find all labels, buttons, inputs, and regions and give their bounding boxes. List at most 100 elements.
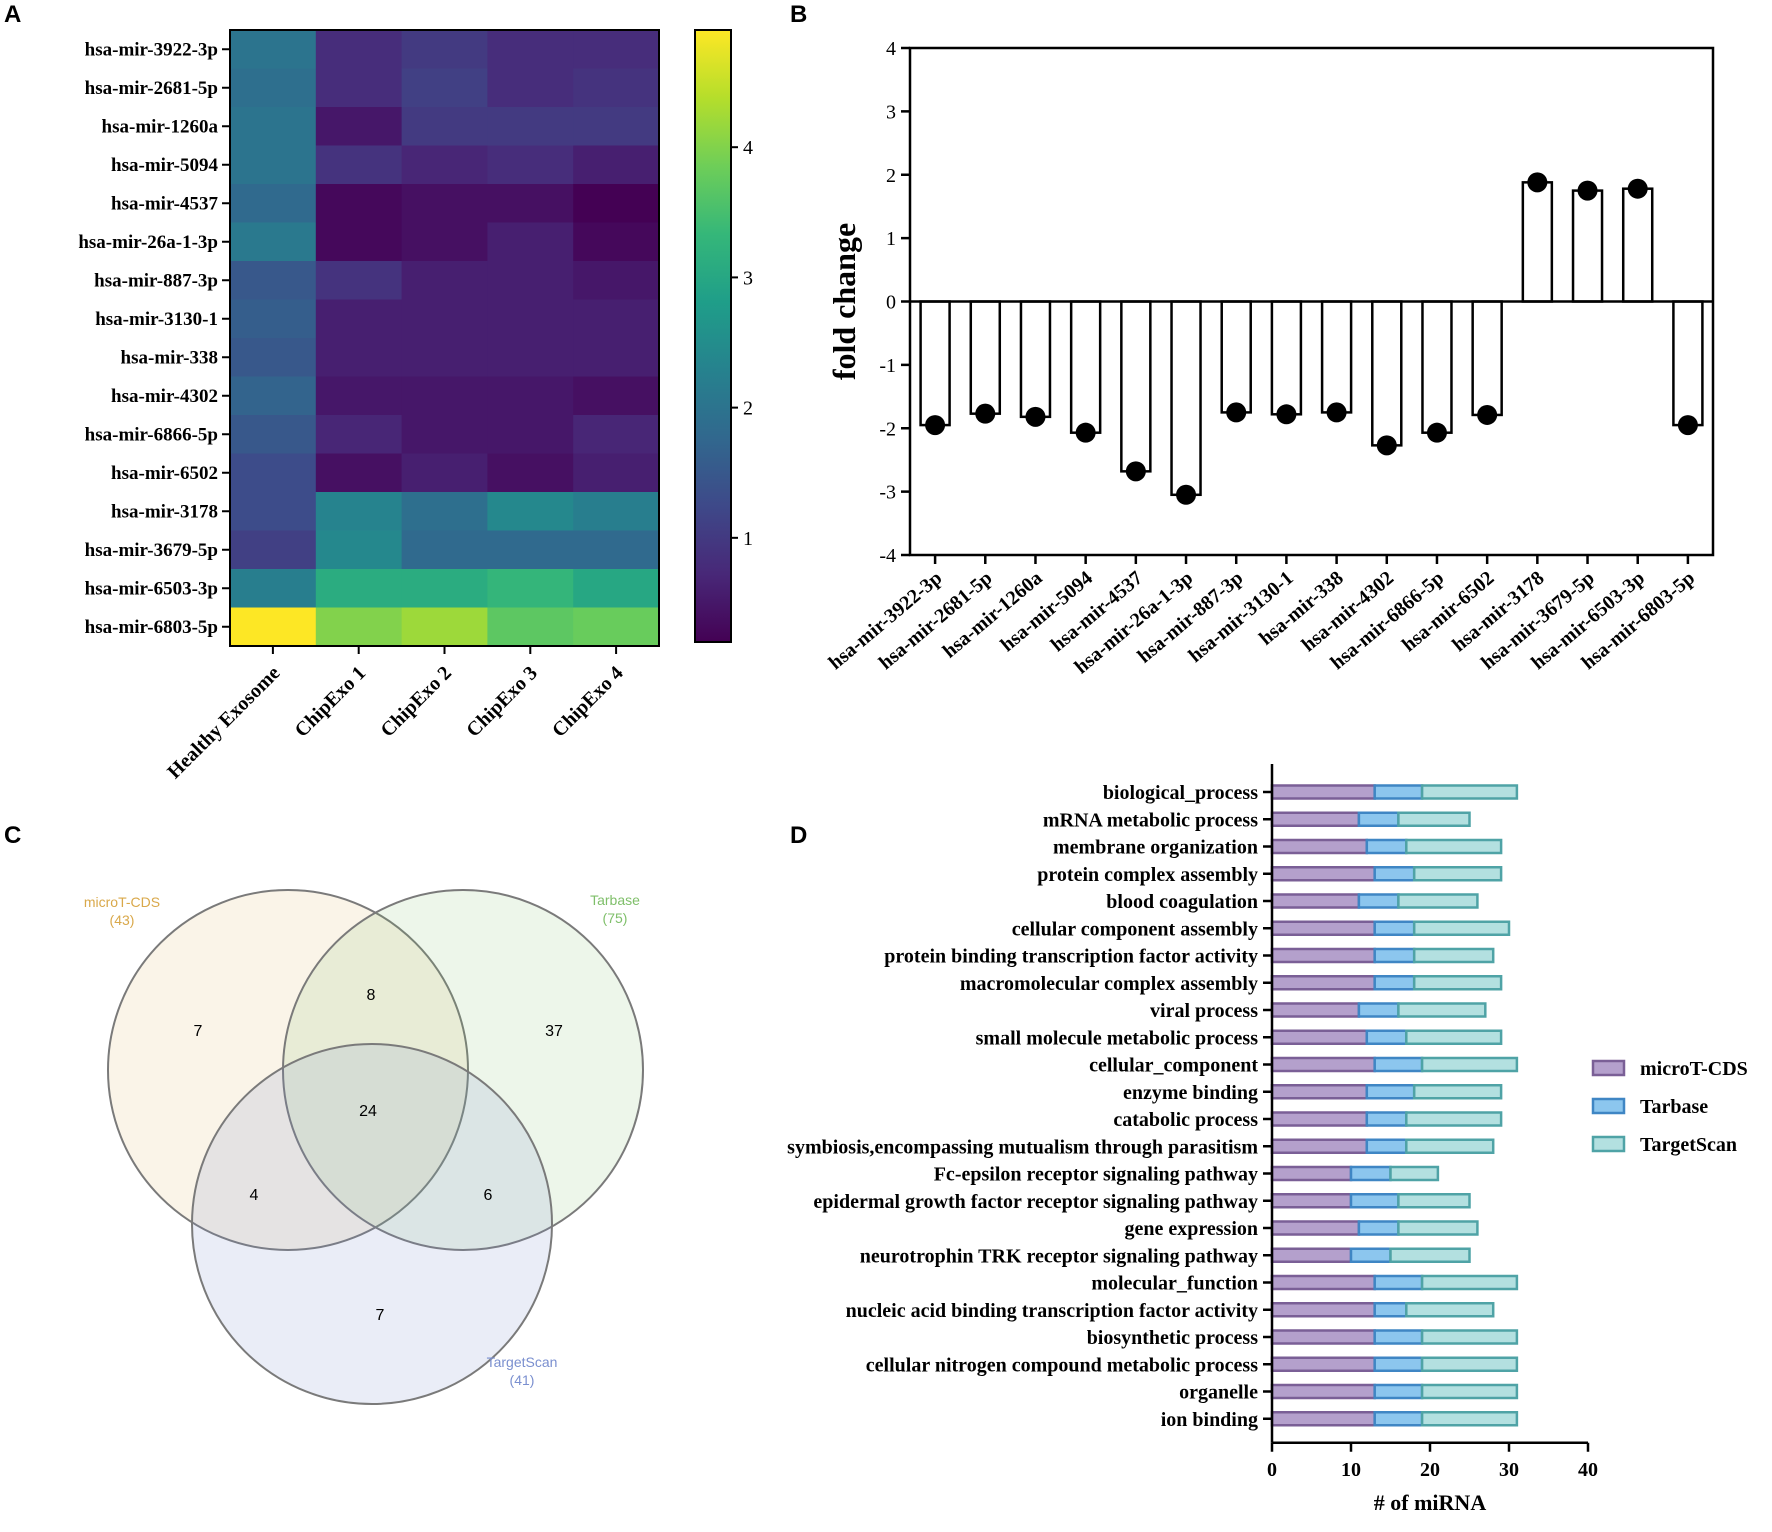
heatmap-cell-hsa-mir-3178-chipexo-4 (573, 492, 660, 532)
go-term-label: macromolecular complex assembly (960, 973, 1258, 995)
heatmap-cell-hsa-mir-4302-chipexo-1 (315, 376, 403, 416)
heatmap-cell-hsa-mir-338-chipexo-4 (573, 338, 660, 378)
heatmap-row-label: hsa-mir-1260a (102, 116, 219, 137)
fold-change-y-tick-label: -1 (879, 355, 896, 377)
go-bar-microt-cds-ion-binding (1270, 1411, 1376, 1427)
fold-change-bar-hsa-mir-6803-5p (1672, 300, 1704, 427)
go-bar-microt-cds-biosynthetic-process (1270, 1329, 1376, 1345)
go-bar-tarbase-protein-complex-assembly (1373, 866, 1416, 882)
fold-change-point-hsa-mir-3178 (1527, 172, 1548, 193)
heatmap-cell-hsa-mir-6502-chipexo-2 (401, 453, 488, 493)
go-bar-targetscan-epidermal-growth-factor-receptor-signaling-pathway (1397, 1193, 1471, 1209)
heatmap-cell-hsa-mir-26a-1-3p-chipexo-1 (315, 222, 403, 262)
go-bar-targetscan-molecular-function (1420, 1274, 1519, 1291)
go-term-label: enzyme binding (1123, 1082, 1258, 1104)
heatmap-cell-hsa-mir-1260a-chipexo-1 (315, 107, 403, 147)
heatmap-cell-hsa-mir-3922-3p-chipexo-4 (573, 30, 660, 70)
heatmap-cell-hsa-mir-6803-5p-chipexo-3 (487, 607, 574, 647)
go-bar-microt-cds-neurotrophin-trk-receptor-signaling-pathway (1270, 1247, 1353, 1263)
panel-label-a: A (4, 1, 21, 28)
panel-label-d: D (790, 822, 807, 849)
venn-count-tarbase-only: 37 (545, 1023, 563, 1040)
venn-count-tarbase-targetscan: 6 (484, 1187, 493, 1204)
go-bar-microt-cds-cellular-component (1270, 1056, 1376, 1073)
heatmap-row-label: hsa-mir-887-3p (94, 270, 218, 291)
go-term-label: biosynthetic process (1087, 1327, 1259, 1349)
go-term-label: biological_process (1103, 782, 1258, 804)
venn-count-micro-targetscan: 4 (250, 1187, 259, 1204)
heatmap-cell-hsa-mir-338-chipexo-2 (401, 338, 488, 378)
go-x-axis-label: # of miRNA (1374, 1490, 1487, 1515)
go-bar-microt-cds-cellular-nitrogen-compound-metabolic-process (1270, 1356, 1376, 1372)
heatmap-row-label: hsa-mir-3922-3p (85, 39, 218, 60)
go-bar-targetscan-mrna-metabolic-process (1397, 811, 1471, 827)
heatmap-cell-hsa-mir-26a-1-3p-chipexo-2 (401, 222, 488, 262)
heatmap-cell-hsa-mir-1260a-chipexo-2 (401, 107, 488, 147)
heatmap-col-label: ChipExo 2 (376, 662, 456, 742)
fold-change-bar-hsa-mir-3178 (1521, 181, 1554, 303)
fold-change-bar-hsa-mir-5094 (1069, 300, 1102, 434)
go-bar-tarbase-biological-process (1373, 784, 1424, 800)
fold-change-point-hsa-mir-6866-5p (1426, 422, 1447, 443)
heatmap-cell-hsa-mir-2681-5p-chipexo-1 (315, 68, 403, 108)
go-x-tick-label: 10 (1341, 1459, 1361, 1481)
go-bar-tarbase-blood-coagulation (1357, 893, 1400, 909)
heatmap-cell-hsa-mir-6803-5p-healthy-exosome (230, 607, 317, 647)
heatmap-cell-hsa-mir-6866-5p-chipexo-1 (315, 415, 403, 455)
fold-change-y-tick-label: -4 (879, 545, 896, 567)
heatmap-chart: hsa-mir-3922-3p hsa-mir-2681-5p hsa-mir-12… (78, 29, 753, 783)
go-bar-tarbase-mrna-metabolic-process (1357, 811, 1400, 827)
heatmap-cell-hsa-mir-2681-5p-chipexo-3 (487, 68, 574, 108)
fold-change-y-tick-label: 4 (886, 38, 896, 60)
heatmap-cell-hsa-mir-887-3p-chipexo-2 (401, 261, 488, 301)
heatmap-cell-hsa-mir-3679-5p-chipexo-2 (401, 530, 488, 570)
go-bar-tarbase-epidermal-growth-factor-receptor-signaling-pathway (1349, 1193, 1400, 1209)
venn-circle-targetscan (191, 1043, 553, 1405)
heatmap-cell-hsa-mir-887-3p-chipexo-1 (315, 261, 403, 301)
heatmap-cell-hsa-mir-1260a-chipexo-3 (487, 107, 574, 147)
heatmap-cell-hsa-mir-3679-5p-healthy-exosome (230, 530, 317, 570)
heatmap-cell-hsa-mir-5094-chipexo-1 (315, 145, 403, 185)
fold-change-point-hsa-mir-1260a (1025, 406, 1046, 427)
go-legend-swatch-microt-cds (1591, 1059, 1626, 1077)
heatmap-cell-hsa-mir-3178-chipexo-2 (401, 492, 488, 532)
heatmap-cell-hsa-mir-4302-chipexo-2 (401, 376, 488, 416)
fold-change-bar-hsa-mir-6503-3p (1621, 187, 1654, 303)
heatmap-row-label: hsa-mir-6502 (111, 463, 218, 484)
go-bar-microt-cds-symbiosis-encompassing-mutualism-through-parasitism (1270, 1138, 1369, 1154)
colorbar-tick-label: 4 (743, 137, 753, 159)
heatmap-cell-hsa-mir-4537-healthy-exosome (230, 184, 317, 224)
go-term-label: gene expression (1124, 1218, 1258, 1240)
go-bar-targetscan-neurotrophin-trk-receptor-signaling-pathway (1389, 1247, 1471, 1263)
heatmap-cell-hsa-mir-26a-1-3p-healthy-exosome (230, 222, 317, 262)
heatmap-cell-hsa-mir-3679-5p-chipexo-1 (315, 530, 403, 570)
go-legend-label-tarbase: Tarbase (1640, 1096, 1708, 1118)
go-bar-targetscan-membrane-organization (1405, 838, 1503, 855)
go-bar-microt-cds-biological-process (1270, 784, 1376, 800)
heatmap-cell-hsa-mir-887-3p-chipexo-3 (487, 261, 574, 301)
go-term-label: cellular nitrogen compound metabolic pro… (866, 1354, 1258, 1376)
venn-count-all-three: 24 (359, 1103, 377, 1120)
go-bar-microt-cds-molecular-function (1270, 1274, 1376, 1291)
go-bar-tarbase-organelle (1373, 1383, 1424, 1400)
fold-change-bar-hsa-mir-338 (1320, 300, 1353, 414)
go-bar-microt-cds-protein-complex-assembly (1270, 866, 1376, 882)
heatmap-row-label: hsa-mir-338 (121, 347, 218, 368)
heatmap-cell-hsa-mir-6866-5p-chipexo-3 (487, 415, 574, 455)
go-term-label: small molecule metabolic process (976, 1027, 1259, 1049)
venn-size-tarbase: (75) (603, 910, 628, 926)
venn-size-microt-cds: (43) (110, 912, 135, 928)
heatmap-cell-hsa-mir-3130-1-healthy-exosome (230, 299, 317, 339)
go-term-label: catabolic process (1113, 1109, 1258, 1131)
heatmap-cell-hsa-mir-26a-1-3p-chipexo-3 (487, 222, 574, 262)
colorbar-tick-label: 2 (743, 398, 753, 420)
go-bar-tarbase-viral-process (1357, 1002, 1400, 1018)
heatmap-cell-hsa-mir-3679-5p-chipexo-3 (487, 530, 574, 570)
go-bar-targetscan-macromolecular-complex-assembly (1412, 975, 1503, 991)
fold-change-bar-hsa-mir-3679-5p (1571, 189, 1604, 303)
fold-change-y-label: fold change (826, 223, 862, 380)
heatmap-cell-hsa-mir-6502-chipexo-3 (487, 453, 574, 493)
fold-change-bar-hsa-mir-4302 (1371, 300, 1403, 447)
go-legend-label-microt-cds: microT-CDS (1640, 1058, 1748, 1080)
